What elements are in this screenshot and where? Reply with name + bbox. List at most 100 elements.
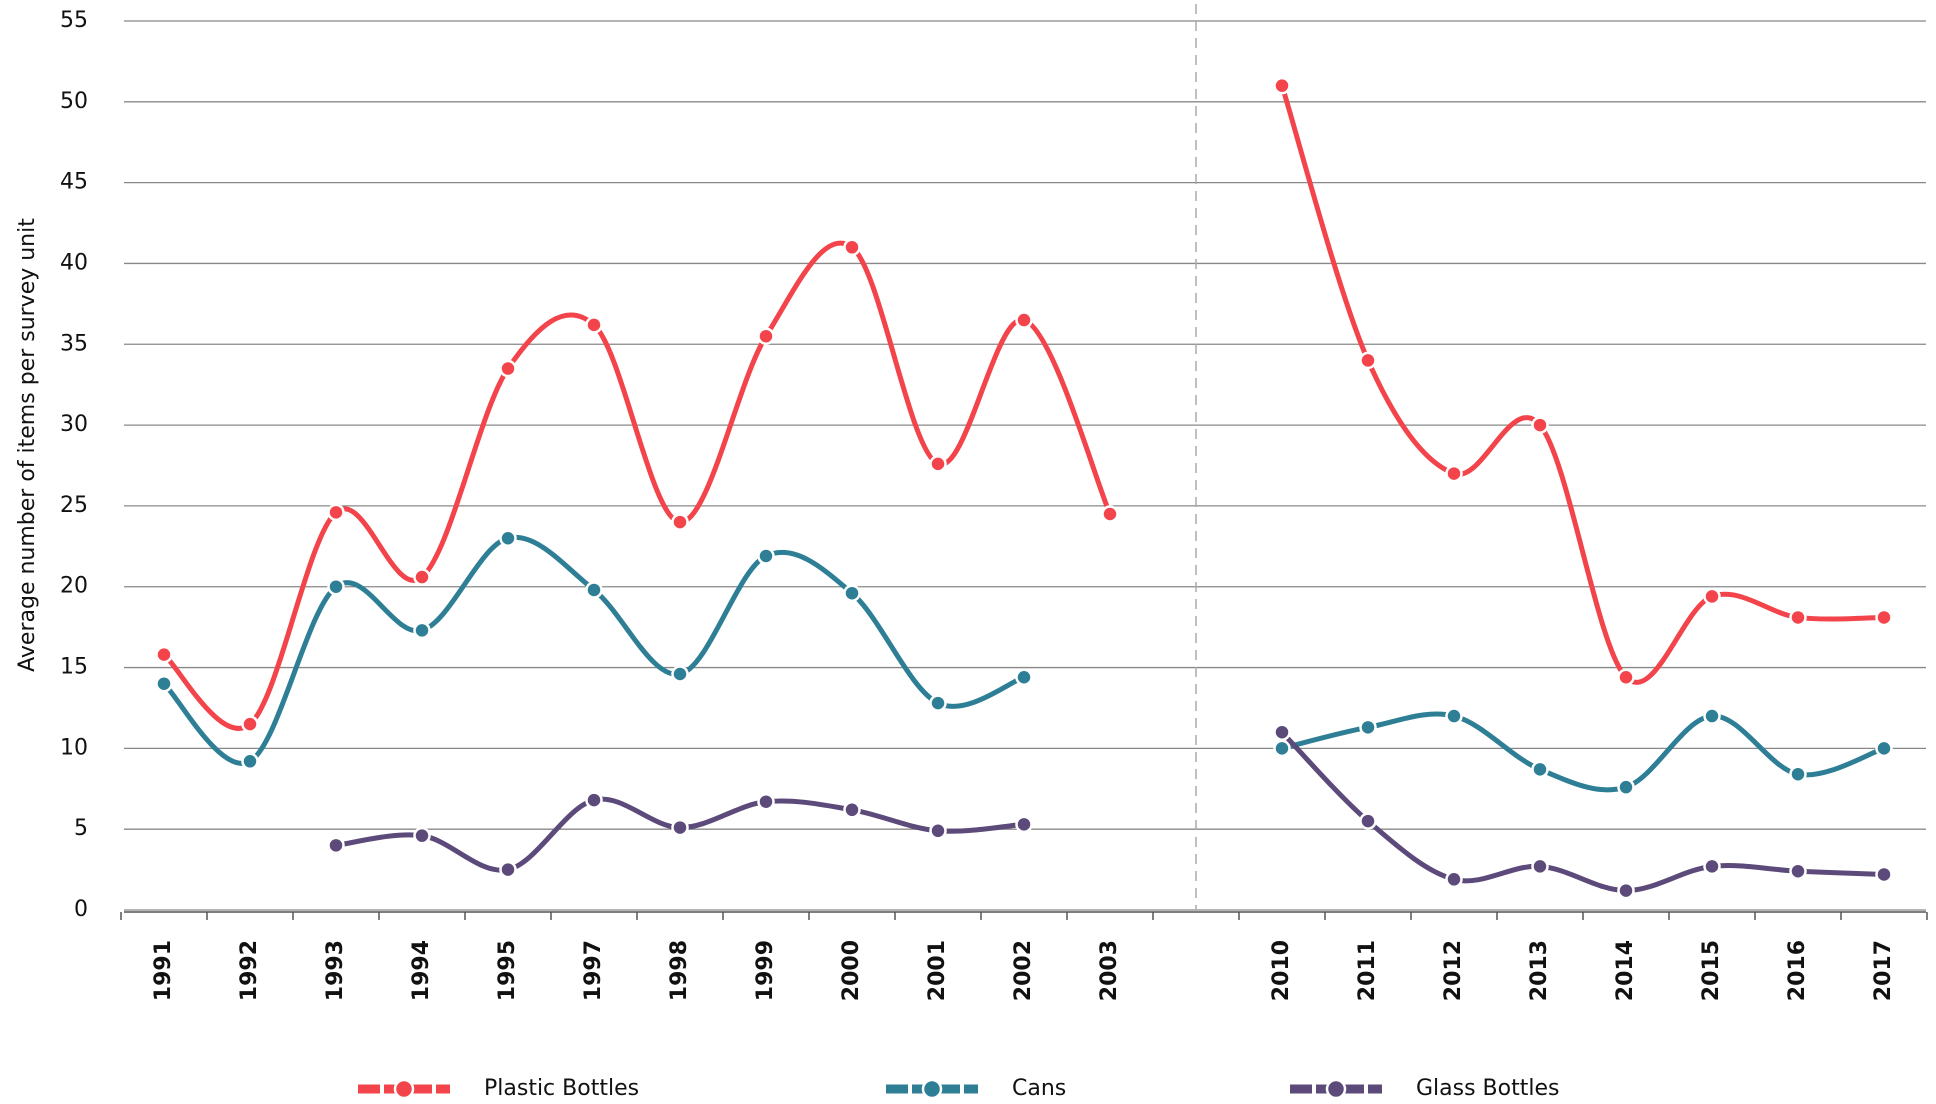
- y-tick-label: 25: [60, 493, 88, 518]
- legend-marker: [393, 1078, 415, 1100]
- data-point: [757, 547, 775, 565]
- x-tick-label: 1991: [151, 940, 176, 1001]
- data-point: [1015, 668, 1033, 686]
- data-point: [843, 238, 861, 257]
- x-tick-label: 2000: [839, 940, 864, 1001]
- data-point: [1015, 311, 1033, 329]
- data-point: [1273, 76, 1291, 95]
- data-point: [1617, 668, 1635, 686]
- data-point: [1875, 865, 1893, 884]
- data-point: [929, 822, 947, 840]
- x-tick-label: 2015: [1699, 940, 1724, 1001]
- x-tick-label: 2011: [1355, 940, 1380, 1001]
- y-tick-label: 15: [60, 655, 88, 680]
- x-tick-label: 2014: [1613, 940, 1638, 1001]
- legend-marker: [1325, 1078, 1347, 1100]
- data-point: [585, 581, 603, 599]
- series-line: [1279, 84, 1885, 685]
- data-point: [1273, 723, 1291, 741]
- data-point: [757, 327, 775, 345]
- data-point: [671, 665, 689, 683]
- data-point: [155, 674, 173, 693]
- x-tick-label: 1999: [753, 940, 778, 1001]
- y-tick-label: 35: [60, 331, 88, 356]
- data-point: [1445, 464, 1463, 483]
- data-point: [671, 818, 689, 837]
- legend-marker: [921, 1078, 943, 1100]
- y-tick-label: 5: [74, 816, 88, 841]
- y-tick-label: 45: [60, 170, 88, 195]
- x-tick-label: 2016: [1785, 940, 1810, 1001]
- legend-label: Plastic Bottles: [484, 1076, 639, 1101]
- y-tick-label: 50: [60, 89, 88, 114]
- legend-label: Cans: [1012, 1076, 1066, 1101]
- y-tick-label: 40: [60, 250, 88, 275]
- series-line: [162, 240, 1113, 731]
- data-point: [843, 584, 861, 602]
- data-point: [413, 826, 431, 845]
- y-tick-label: 20: [60, 574, 88, 599]
- data-point: [327, 503, 345, 522]
- data-point: [499, 359, 517, 378]
- x-tick-label: 2013: [1527, 940, 1552, 1001]
- x-tick-label: 2010: [1269, 940, 1294, 1001]
- data-point: [1101, 505, 1119, 523]
- x-tick-label: 1994: [409, 940, 434, 1001]
- data-point: [1703, 857, 1721, 876]
- data-point: [1531, 416, 1549, 434]
- data-point: [1703, 707, 1721, 725]
- data-point: [499, 860, 517, 879]
- legend-label: Glass Bottles: [1416, 1076, 1559, 1101]
- y-tick-label: 55: [60, 8, 88, 33]
- data-point: [1531, 857, 1549, 876]
- data-point: [1617, 881, 1635, 900]
- x-tick-label: 1992: [237, 940, 262, 1001]
- x-tick-label: 1998: [667, 940, 692, 1001]
- y-tick-label: 0: [74, 897, 88, 922]
- x-tick-label: 1993: [323, 940, 348, 1001]
- data-point: [1359, 812, 1377, 830]
- y-axis-label: Average number of items per survey unit: [15, 218, 40, 672]
- x-tick-label: 2003: [1097, 940, 1122, 1001]
- data-point: [1359, 718, 1377, 737]
- data-point: [1015, 815, 1033, 834]
- data-point: [1445, 707, 1463, 725]
- data-point: [1875, 608, 1893, 627]
- data-point: [585, 791, 603, 809]
- data-point: [1617, 778, 1635, 796]
- data-point: [1789, 608, 1807, 627]
- data-point: [585, 316, 603, 334]
- y-tick-label: 30: [60, 412, 88, 437]
- data-point: [327, 836, 345, 855]
- x-tick-label: 2001: [925, 940, 950, 1001]
- x-tick-label: 2017: [1871, 940, 1896, 1001]
- data-point: [843, 801, 861, 819]
- x-tick-label: 1995: [495, 940, 520, 1001]
- x-tick-label: 1997: [581, 940, 606, 1001]
- series-line: [162, 534, 1025, 766]
- data-point: [1273, 739, 1291, 758]
- data-point: [327, 577, 345, 596]
- data-point: [155, 645, 173, 664]
- data-point: [1359, 351, 1377, 370]
- x-tick-label: 2012: [1441, 940, 1466, 1001]
- data-point: [413, 568, 431, 586]
- data-point: [1789, 765, 1807, 783]
- data-point: [1445, 870, 1463, 889]
- data-point: [241, 752, 259, 771]
- data-point: [757, 792, 775, 811]
- data-point: [413, 621, 431, 640]
- y-tick-label: 10: [60, 735, 88, 760]
- data-point: [241, 715, 259, 733]
- data-point: [929, 694, 947, 712]
- series-line: [1281, 711, 1885, 793]
- data-point: [1875, 739, 1893, 758]
- data-point: [929, 455, 947, 473]
- data-point: [1789, 862, 1807, 880]
- data-point: [499, 529, 517, 547]
- data-point: [1531, 760, 1549, 779]
- x-tick-label: 2002: [1011, 940, 1036, 1001]
- data-point: [671, 513, 689, 531]
- data-point: [1703, 587, 1721, 606]
